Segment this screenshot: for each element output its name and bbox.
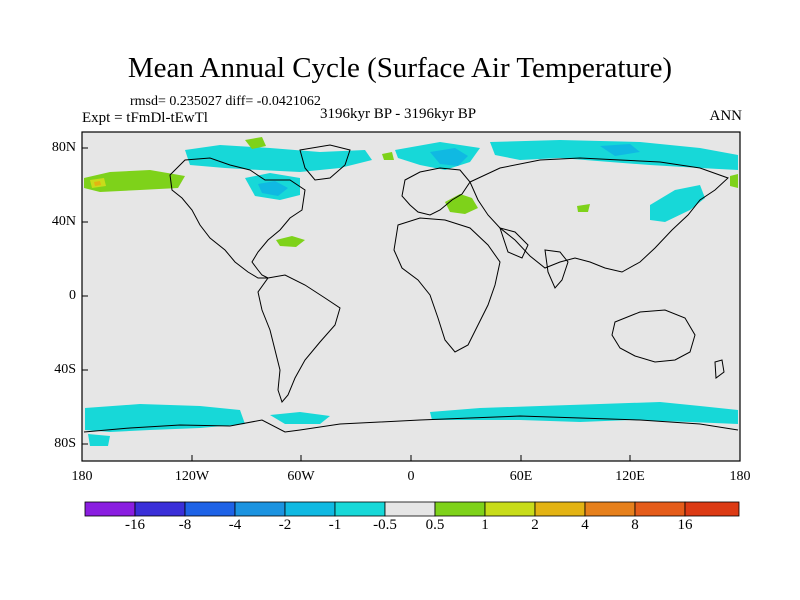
colorbar-label-8: 1: [481, 517, 489, 533]
coast-greenland: [299, 144, 351, 181]
coast-south-america: [257, 274, 341, 403]
anomaly-southern-ocean-atlantic: [270, 412, 330, 424]
anomaly-siberia-warm: [730, 174, 738, 188]
rmsd-diff-stats: rmsd= 0.235027 diff= -0.0421062: [130, 94, 321, 109]
colorbar-box-1: [84, 501, 136, 517]
coast-antarctica: [83, 415, 739, 433]
coast-india: [544, 249, 569, 289]
axis-ticks: [81, 147, 741, 461]
x-label-180w: 180: [71, 469, 93, 484]
colorbar-label-4: -2: [278, 517, 292, 533]
coast-europe: [401, 167, 471, 216]
anomaly-alaska-hotter: [94, 181, 101, 186]
coast-north-america: [169, 157, 306, 279]
period-label: 3196kyr BP - 3196kyr BP: [320, 106, 477, 122]
colorbar-label-6: -0.5: [373, 517, 397, 533]
x-label-120e: 120E: [615, 469, 645, 484]
experiment-label: Expt = tFmDl-tEwTl: [82, 110, 208, 126]
colorbar-box-5: [284, 501, 336, 517]
colorbar-box-10: [534, 501, 586, 517]
coast-new-zealand: [714, 359, 725, 379]
colorbar-label-7: 0.5: [425, 517, 445, 533]
y-label-80s: 80S: [54, 436, 76, 451]
x-label-60w: 60W: [287, 469, 315, 484]
colorbar-label-2: -8: [178, 517, 192, 533]
colorbar-label-5: -1: [328, 517, 342, 533]
colorbar-box-2: [134, 501, 186, 517]
anomaly-arctic-warm-small: [382, 152, 394, 160]
colorbar-box-3: [184, 501, 236, 517]
colorbar: [84, 501, 740, 517]
y-label-equator: 0: [69, 288, 76, 303]
x-label-60e: 60E: [509, 469, 533, 484]
anomaly-alaska-warm: [84, 170, 185, 192]
anomaly-southern-ocean-indian: [430, 402, 738, 424]
coast-australia: [611, 309, 696, 363]
colorbar-box-7: [384, 501, 436, 517]
coastlines: [83, 144, 739, 433]
coast-africa: [393, 217, 501, 353]
y-label-40n: 40N: [51, 214, 76, 229]
x-label-120w: 120W: [174, 469, 210, 484]
anomaly-barents-strong: [430, 148, 468, 166]
y-label-80n: 80N: [51, 140, 76, 155]
colorbar-label-3: -4: [228, 517, 242, 533]
colorbar-box-13: [684, 501, 740, 517]
anomaly-east-asia: [650, 185, 705, 222]
colorbar-box-11: [584, 501, 636, 517]
season-label: ANN: [709, 108, 743, 124]
anomaly-siberia-strong: [600, 144, 640, 156]
colorbar-box-6: [334, 501, 386, 517]
colorbar-label-9: 2: [531, 517, 539, 533]
colorbar-box-4: [234, 501, 286, 517]
colorbar-label-11: 8: [631, 517, 639, 533]
x-label-180e: 180: [729, 469, 751, 484]
colorbar-box-8: [434, 501, 486, 517]
colorbar-box-12: [634, 501, 686, 517]
anomaly-atlantic-warm: [276, 236, 305, 247]
coast-arabia: [499, 227, 529, 259]
colorbar-label-1: -16: [125, 517, 145, 533]
map-title: Mean Annual Cycle (Surface Air Temperatu…: [127, 52, 673, 84]
anomaly-greenland-warm: [245, 137, 266, 149]
anomaly-hudson-strong: [258, 181, 288, 196]
y-label-40s: 40S: [54, 362, 76, 377]
coast-asia: [469, 157, 729, 273]
anomaly-asia-warm-small: [577, 204, 590, 212]
x-label-0: 0: [407, 469, 415, 484]
colorbar-label-12: 16: [677, 517, 693, 533]
anomaly-antarctic-coast: [88, 434, 110, 446]
colorbar-label-10: 4: [581, 517, 589, 533]
colorbar-box-9: [484, 501, 536, 517]
